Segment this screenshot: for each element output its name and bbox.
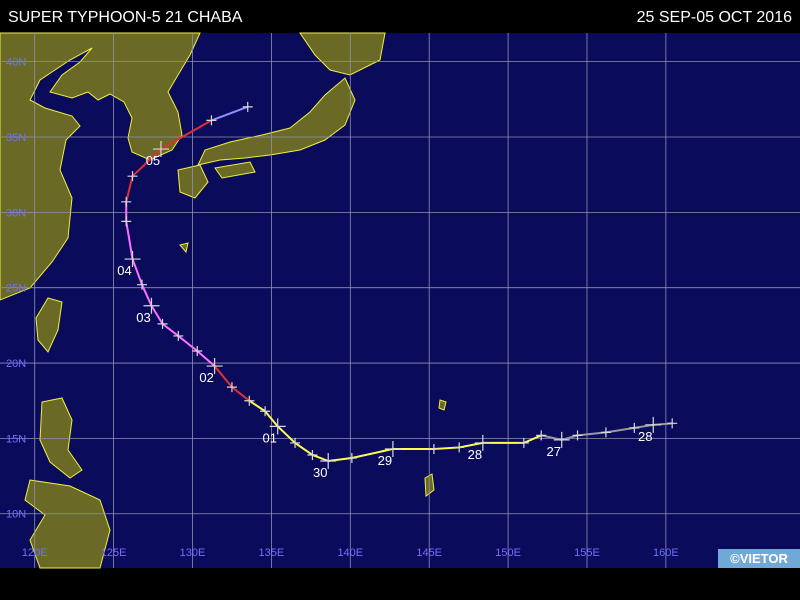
day-label: 28	[638, 429, 652, 444]
position-cross	[244, 395, 255, 406]
position-cross	[242, 101, 253, 112]
day-label: 04	[117, 263, 131, 278]
credit-box	[718, 549, 800, 568]
lon-label: 130E	[180, 547, 206, 559]
track-segment	[160, 119, 212, 150]
track-segment	[131, 258, 143, 286]
track-segment	[141, 284, 153, 307]
lon-label: 155E	[574, 547, 600, 559]
day-label: 27	[547, 444, 561, 459]
track-segment	[458, 441, 484, 449]
lon-label: 125E	[101, 547, 127, 559]
track-segment	[161, 323, 179, 337]
ocean	[0, 33, 800, 568]
position-cross	[320, 453, 337, 469]
track-segment	[561, 434, 578, 441]
day-label: 05	[146, 153, 160, 168]
position-cross	[290, 437, 301, 448]
lat-label: 25N	[6, 283, 26, 295]
position-cross	[518, 437, 529, 448]
day-label: 02	[199, 370, 213, 385]
china-korea	[0, 32, 201, 301]
position-cross	[127, 171, 138, 182]
position-cross	[121, 216, 132, 227]
track-segment	[312, 454, 329, 462]
track-segment	[131, 148, 162, 177]
lat-label: 15N	[6, 433, 26, 445]
track-segment	[277, 425, 296, 444]
position-cross	[157, 318, 168, 329]
taiwan	[35, 297, 63, 353]
land	[0, 32, 447, 569]
position-cross	[553, 431, 570, 448]
kyushu-shikoku	[177, 161, 256, 199]
position-cross	[428, 443, 439, 454]
graticule: 120E 125E 130E 135E 140E 145E 150E 155E 160E 40N 3…	[0, 33, 800, 568]
track-segment	[351, 447, 394, 459]
position-cross	[346, 452, 357, 463]
honshu	[197, 77, 356, 166]
day-label: 28	[468, 447, 482, 462]
track-segment	[125, 175, 134, 203]
day-label: 01	[262, 430, 276, 445]
position-cross	[206, 115, 217, 126]
position-cross	[667, 418, 678, 429]
position-cross	[173, 330, 184, 341]
position-cross	[307, 449, 318, 460]
track-segment	[264, 410, 279, 427]
islands	[179, 242, 447, 497]
track-segment	[150, 305, 164, 325]
track-segment	[248, 399, 266, 413]
position-cross	[152, 141, 169, 158]
day-label: 30	[313, 465, 327, 480]
lon-label: 160E	[653, 547, 679, 559]
position-cross	[206, 358, 223, 375]
lon-label: 145E	[416, 547, 442, 559]
lon-label: 150E	[495, 547, 521, 559]
position-cross	[645, 416, 662, 433]
position-cross	[121, 196, 132, 207]
lat-label: 30N	[6, 207, 26, 219]
position-cross	[629, 422, 640, 433]
position-cross	[124, 251, 141, 268]
track-segment	[125, 221, 134, 260]
lat-label: 10N	[6, 509, 26, 521]
lon-label: 135E	[259, 547, 285, 559]
position-cross	[384, 440, 401, 457]
position-cross	[226, 382, 237, 393]
track-segment	[605, 426, 635, 434]
position-cross	[474, 434, 491, 451]
position-cross	[269, 418, 286, 435]
date-range: 25 SEP-05 OCT 2016	[637, 9, 792, 26]
position-cross	[600, 427, 611, 438]
track: 28 27 28 29 30 01 02 03 04 05	[117, 101, 678, 480]
track-segment	[231, 386, 250, 402]
position-cross	[192, 345, 203, 356]
position-cross	[572, 430, 583, 441]
day-label: 29	[378, 453, 392, 468]
track-segment	[177, 335, 198, 352]
credit: ©VIETOR	[730, 551, 788, 566]
position-cross	[137, 279, 148, 290]
title: SUPER TYPHOON-5 21 CHABA	[8, 9, 243, 26]
lat-label: 35N	[6, 132, 26, 144]
position-cross	[454, 442, 465, 453]
position-cross	[536, 430, 547, 441]
track-segment	[523, 434, 542, 444]
lon-label: 140E	[337, 547, 363, 559]
track-segment	[211, 105, 249, 122]
lon-label: 120E	[22, 547, 48, 559]
track-segment	[541, 434, 562, 441]
track-segment	[294, 442, 313, 456]
position-cross	[260, 406, 271, 417]
day-label: 03	[136, 310, 150, 325]
position-cross	[143, 297, 160, 314]
track-segment	[196, 350, 216, 367]
track-segment	[213, 365, 233, 388]
lat-label: 20N	[6, 358, 26, 370]
lat-label: 40N	[6, 57, 26, 69]
